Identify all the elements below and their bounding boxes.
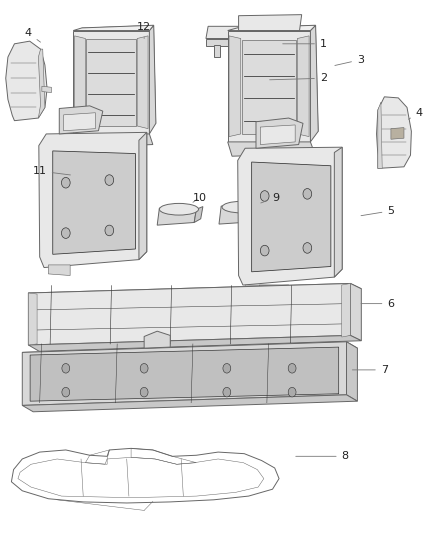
Text: 2: 2 (270, 73, 327, 83)
Polygon shape (391, 127, 404, 139)
Polygon shape (311, 25, 318, 142)
Text: 9: 9 (261, 192, 279, 203)
Polygon shape (206, 26, 250, 38)
Polygon shape (245, 285, 260, 300)
Polygon shape (219, 206, 260, 224)
Polygon shape (73, 30, 149, 134)
Polygon shape (228, 142, 315, 156)
Polygon shape (258, 204, 267, 221)
Polygon shape (228, 30, 311, 142)
Polygon shape (260, 125, 295, 144)
Text: 4: 4 (409, 108, 423, 119)
Polygon shape (334, 147, 342, 277)
Polygon shape (346, 342, 357, 401)
Text: 6: 6 (361, 298, 394, 309)
Circle shape (105, 175, 114, 185)
Text: 11: 11 (33, 166, 71, 176)
Polygon shape (234, 73, 243, 84)
Circle shape (61, 177, 70, 188)
Polygon shape (86, 38, 136, 126)
Text: 4: 4 (25, 28, 40, 42)
Polygon shape (297, 36, 309, 136)
Polygon shape (194, 207, 203, 222)
Text: 5: 5 (361, 206, 394, 216)
Polygon shape (149, 25, 156, 134)
Polygon shape (39, 49, 45, 118)
Polygon shape (259, 285, 289, 300)
Text: 8: 8 (296, 451, 349, 462)
Polygon shape (53, 151, 135, 254)
Circle shape (303, 189, 312, 199)
Polygon shape (239, 14, 302, 30)
Circle shape (61, 228, 70, 238)
Polygon shape (350, 284, 361, 341)
Polygon shape (28, 293, 37, 345)
Polygon shape (48, 265, 70, 276)
Circle shape (140, 364, 148, 373)
Polygon shape (139, 132, 147, 260)
Circle shape (260, 191, 269, 201)
Circle shape (62, 387, 70, 397)
Polygon shape (237, 25, 318, 134)
Circle shape (223, 387, 231, 397)
Ellipse shape (159, 204, 198, 215)
Polygon shape (59, 106, 103, 134)
Polygon shape (42, 86, 51, 93)
Polygon shape (342, 284, 350, 337)
Polygon shape (206, 38, 250, 46)
Polygon shape (144, 331, 170, 348)
Polygon shape (228, 25, 316, 30)
Circle shape (140, 387, 148, 397)
Text: 1: 1 (283, 39, 327, 49)
Polygon shape (6, 41, 47, 120)
Polygon shape (157, 208, 196, 225)
Polygon shape (229, 36, 241, 136)
Polygon shape (73, 25, 154, 30)
Polygon shape (242, 39, 296, 134)
Polygon shape (256, 118, 303, 148)
Polygon shape (22, 342, 357, 359)
Circle shape (260, 245, 269, 256)
Circle shape (62, 364, 70, 373)
Polygon shape (28, 284, 350, 345)
Polygon shape (28, 335, 361, 351)
Polygon shape (377, 97, 411, 168)
Text: 10: 10 (192, 192, 206, 203)
Polygon shape (214, 45, 220, 57)
Polygon shape (28, 284, 361, 300)
Polygon shape (247, 73, 256, 84)
Circle shape (223, 364, 231, 373)
Polygon shape (252, 162, 331, 272)
Text: 12: 12 (137, 22, 151, 38)
Polygon shape (137, 36, 148, 128)
Polygon shape (39, 132, 147, 268)
Circle shape (105, 225, 114, 236)
Circle shape (288, 387, 296, 397)
Text: 7: 7 (352, 365, 388, 375)
Polygon shape (378, 102, 382, 168)
Polygon shape (236, 45, 242, 57)
Polygon shape (64, 113, 95, 131)
Circle shape (288, 364, 296, 373)
Polygon shape (30, 347, 339, 401)
Polygon shape (74, 36, 85, 128)
Polygon shape (82, 25, 156, 126)
Ellipse shape (222, 201, 262, 213)
Polygon shape (22, 342, 346, 406)
Polygon shape (73, 134, 153, 147)
Polygon shape (238, 147, 342, 285)
Circle shape (303, 243, 312, 253)
Text: 3: 3 (335, 55, 364, 66)
Polygon shape (22, 395, 357, 412)
